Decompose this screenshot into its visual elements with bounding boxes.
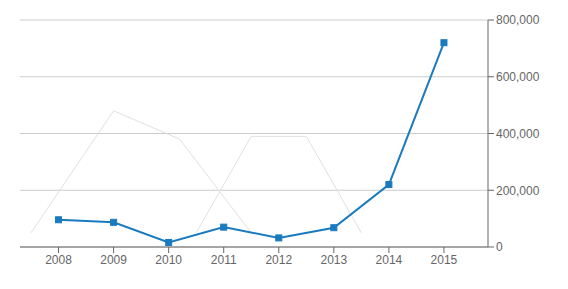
svg-text:600,000: 600,000 — [496, 70, 540, 84]
svg-text:800,000: 800,000 — [496, 13, 540, 27]
svg-text:2011: 2011 — [211, 253, 237, 267]
svg-text:2015: 2015 — [431, 253, 458, 267]
svg-text:0: 0 — [496, 240, 503, 254]
svg-text:2009: 2009 — [100, 253, 127, 267]
svg-text:2008: 2008 — [45, 253, 72, 267]
svg-text:2012: 2012 — [265, 253, 292, 267]
svg-text:200,000: 200,000 — [496, 184, 540, 198]
svg-text:400,000: 400,000 — [496, 127, 540, 141]
svg-text:2013: 2013 — [320, 253, 347, 267]
svg-text:2010: 2010 — [155, 253, 182, 267]
svg-text:2014: 2014 — [376, 253, 403, 267]
